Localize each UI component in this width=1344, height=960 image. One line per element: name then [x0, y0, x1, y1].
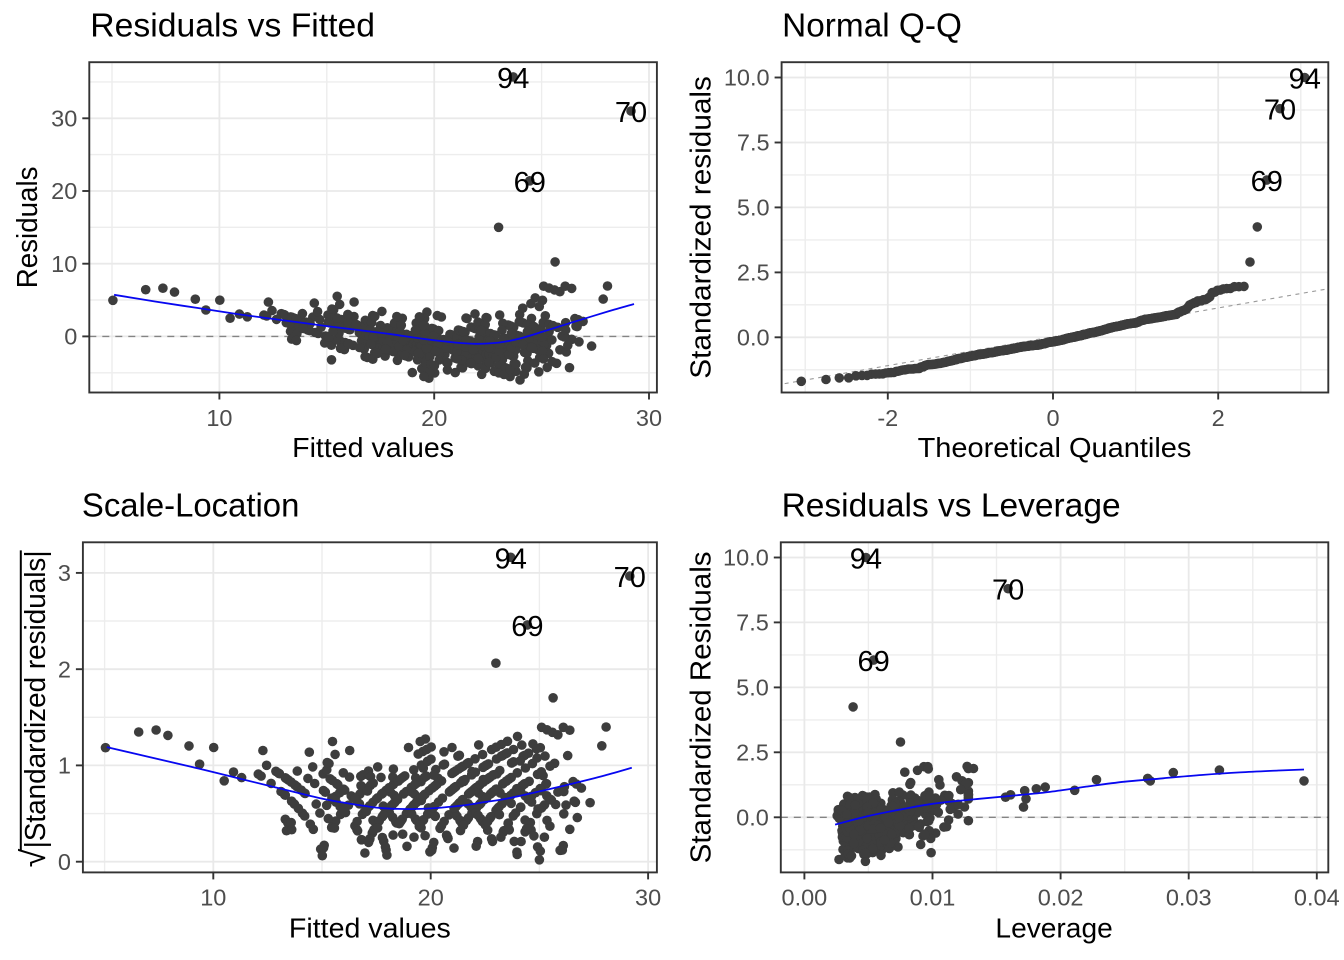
svg-text:69: 69: [1251, 166, 1283, 198]
svg-text:70: 70: [992, 575, 1024, 607]
svg-text:0.01: 0.01: [910, 885, 956, 911]
svg-text:2: 2: [58, 656, 71, 682]
svg-text:70: 70: [614, 562, 646, 594]
svg-text:70: 70: [615, 97, 647, 129]
svg-text:0.0: 0.0: [736, 805, 769, 831]
svg-text:70: 70: [1264, 95, 1296, 127]
svg-text:0.0: 0.0: [737, 325, 770, 351]
svg-text:0.04: 0.04: [1294, 885, 1340, 911]
svg-text:2: 2: [1212, 405, 1225, 431]
svg-text:0: 0: [1046, 405, 1059, 431]
svg-text:30: 30: [635, 885, 661, 911]
svg-text:1: 1: [58, 753, 71, 779]
svg-text:20: 20: [421, 405, 447, 431]
svg-text:94: 94: [1289, 64, 1321, 96]
svg-text:Fitted values: Fitted values: [289, 913, 451, 944]
svg-text:3: 3: [58, 560, 71, 586]
svg-text:0: 0: [58, 849, 71, 875]
svg-text:-2: -2: [877, 405, 898, 431]
svg-text:7.5: 7.5: [737, 130, 770, 156]
svg-text:Standardized residuals: Standardized residuals: [686, 76, 718, 379]
svg-text:10: 10: [206, 405, 232, 431]
svg-text:30: 30: [51, 106, 77, 132]
svg-text:20: 20: [418, 885, 444, 911]
svg-text:94: 94: [497, 63, 529, 95]
svg-text:0.00: 0.00: [782, 885, 828, 911]
svg-text:|Standardized residuals|: |Standardized residuals|: [20, 550, 52, 848]
svg-text:10.0: 10.0: [723, 545, 769, 571]
svg-text:5.0: 5.0: [736, 675, 769, 701]
svg-text:0.02: 0.02: [1038, 885, 1084, 911]
svg-text:Residuals: Residuals: [12, 167, 44, 289]
svg-text:Fitted values: Fitted values: [292, 432, 454, 463]
svg-text:0.03: 0.03: [1166, 885, 1212, 911]
svg-text:Theoretical Quantiles: Theoretical Quantiles: [918, 432, 1192, 463]
svg-text:√: √: [15, 848, 53, 867]
svg-text:Leverage: Leverage: [995, 913, 1112, 944]
svg-text:7.5: 7.5: [736, 610, 769, 636]
svg-text:2.5: 2.5: [737, 260, 770, 286]
svg-text:0: 0: [64, 324, 77, 350]
svg-text:5.0: 5.0: [737, 195, 770, 221]
svg-text:69: 69: [511, 611, 543, 643]
svg-text:2.5: 2.5: [736, 740, 769, 766]
svg-text:10: 10: [200, 885, 226, 911]
svg-text:69: 69: [514, 167, 546, 199]
svg-text:10: 10: [51, 251, 77, 277]
svg-text:Residuals vs Leverage: Residuals vs Leverage: [782, 487, 1121, 524]
svg-text:20: 20: [51, 178, 77, 204]
svg-text:Standardized Residuals: Standardized Residuals: [686, 551, 718, 863]
svg-text:94: 94: [495, 543, 527, 575]
svg-text:30: 30: [636, 405, 662, 431]
svg-text:10.0: 10.0: [724, 65, 770, 91]
svg-text:Residuals vs Fitted: Residuals vs Fitted: [90, 7, 375, 44]
svg-text:Normal Q-Q: Normal Q-Q: [782, 7, 962, 44]
svg-text:94: 94: [850, 544, 882, 576]
svg-text:69: 69: [857, 646, 889, 678]
svg-text:Scale-Location: Scale-Location: [82, 487, 300, 524]
